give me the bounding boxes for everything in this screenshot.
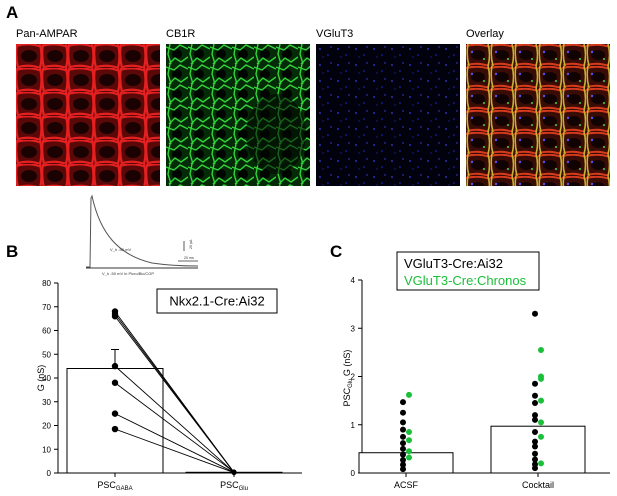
scale-label-x: 20 ms — [184, 256, 194, 260]
chart-b-legend: Nkx2.1-Cre:Ai32 — [156, 288, 278, 314]
chart-c-point — [532, 428, 538, 435]
chart-c-legend: VGluT3-Cre:Ai32 VGluT3-Cre:Chronos — [396, 251, 540, 291]
chart-c-point — [400, 399, 406, 406]
overlay-image — [466, 44, 610, 186]
trace-label-top: V_h -50 mV — [110, 247, 131, 252]
chart-c-point — [400, 426, 406, 433]
chart-c-point — [532, 380, 538, 387]
chart-c-legend-chronos: VGluT3-Cre:Chronos — [404, 273, 527, 288]
chart-b-ytick-label: 70 — [42, 303, 51, 312]
chart-b-ylabel: G (nS) — [36, 365, 46, 392]
chart-c-point — [400, 466, 406, 473]
chart-b-ytick-label: 60 — [42, 327, 51, 336]
chart-b-ytick-label: 20 — [42, 422, 51, 431]
chart-b-ytick-label: 10 — [42, 445, 51, 454]
chart-b-point — [231, 470, 237, 476]
chart-b-ytick-label: 30 — [42, 398, 51, 407]
chart-b-point — [111, 379, 119, 386]
psc-trace-inset: V_h -50 mV V_h -50 mV in Picro/Bic/CGP 2… — [82, 193, 204, 282]
chart-c-bar — [358, 452, 454, 474]
chart-b-ytick-label: 0 — [47, 469, 52, 478]
chart-c-ytick-label: 2 — [351, 373, 356, 382]
chart-b-legend-text: Nkx2.1-Cre:Ai32 — [169, 294, 264, 309]
chart-c-point — [532, 443, 538, 450]
chart-c-xtick-label: Cocktail — [522, 480, 554, 490]
trace-label-bottom: V_h -50 mV in Picro/Bic/CGP — [102, 271, 154, 276]
chart-c-point — [532, 392, 538, 399]
cb1r-label: CB1R — [166, 28, 196, 40]
overlay-label: Overlay — [466, 28, 504, 40]
vglut3-label: VGluT3 — [316, 28, 354, 40]
chart-c-point — [406, 454, 412, 461]
chart-c-ylabel: PSCGlu G (nS) — [342, 350, 354, 407]
scale-label-y: 20 pA — [189, 239, 193, 249]
chart-c-point — [538, 375, 544, 382]
chart-c-ytick-label: 1 — [351, 421, 356, 430]
vglut3-image — [316, 44, 460, 186]
chart-c-legend-ai32: VGluT3-Cre:Ai32 — [404, 256, 503, 271]
pan-ampar-image — [16, 44, 160, 186]
chart-c-point — [532, 412, 538, 419]
chart-b-point — [111, 410, 119, 417]
chart-b-xtick-label: PSCGABA — [97, 480, 132, 492]
chart-b-point — [111, 425, 119, 433]
chart-c-point — [538, 433, 544, 440]
chart-c-point — [532, 456, 538, 463]
trace-line-control — [86, 194, 199, 268]
chart-c-point — [406, 448, 412, 455]
chart-b-point — [111, 313, 119, 320]
chart-b-xtick-label: PSCGlu — [220, 480, 248, 492]
panel-c-letter: C — [330, 242, 343, 261]
chart-c-point — [532, 450, 538, 457]
cb1r-image — [166, 44, 310, 186]
chart-b-ytick-label: 40 — [42, 374, 51, 383]
chart-c-point — [538, 397, 544, 404]
chart-c-point — [400, 433, 406, 440]
chart-c-point — [532, 438, 538, 445]
chart-c-point — [538, 346, 544, 353]
chart-b-pair-line — [114, 382, 235, 473]
panel-a-letter: A — [6, 3, 19, 22]
chart-c-point — [406, 437, 412, 444]
chart-c-ytick-label: 3 — [351, 324, 356, 333]
chart-c-ytick-label: 4 — [351, 276, 356, 285]
chart-b-pair-line — [114, 413, 235, 473]
chart-c-point — [532, 400, 538, 407]
chart-c-point — [538, 460, 544, 467]
chart-c-point — [400, 451, 406, 458]
chart-c-point — [406, 391, 412, 398]
chart-c-point — [532, 465, 538, 472]
chart-c-point — [532, 416, 538, 423]
panel-b-letter: B — [6, 242, 19, 261]
chart-c-xtick-label: ACSF — [394, 480, 419, 490]
chart-b-ytick-label: 50 — [42, 350, 51, 359]
chart-b-ytick-label: 80 — [42, 279, 51, 288]
pan-ampar-label: Pan-AMPAR — [16, 28, 78, 40]
chart-c-point — [406, 428, 412, 435]
chart-c-ytick-label: 0 — [351, 469, 356, 478]
chart-c-point — [400, 419, 406, 426]
chart-b: 0 10 20 30 40 50 60 70 80 PSCGABA PSCGlu Nkx2.1-Cr… — [36, 279, 302, 492]
chart-c-point — [400, 456, 406, 463]
chart-c-point — [400, 440, 406, 447]
chart-b-pair-line — [114, 428, 235, 473]
chart-c-point — [400, 461, 406, 468]
chart-b-pair-line — [114, 365, 235, 473]
chart-c-point — [532, 310, 538, 317]
chart-c-point — [538, 419, 544, 426]
chart-b-point — [111, 362, 119, 370]
chart-b-pair-line — [114, 315, 235, 473]
chart-c-point — [400, 409, 406, 416]
chart-c-bar — [490, 425, 586, 474]
chart-c-point — [400, 445, 406, 452]
